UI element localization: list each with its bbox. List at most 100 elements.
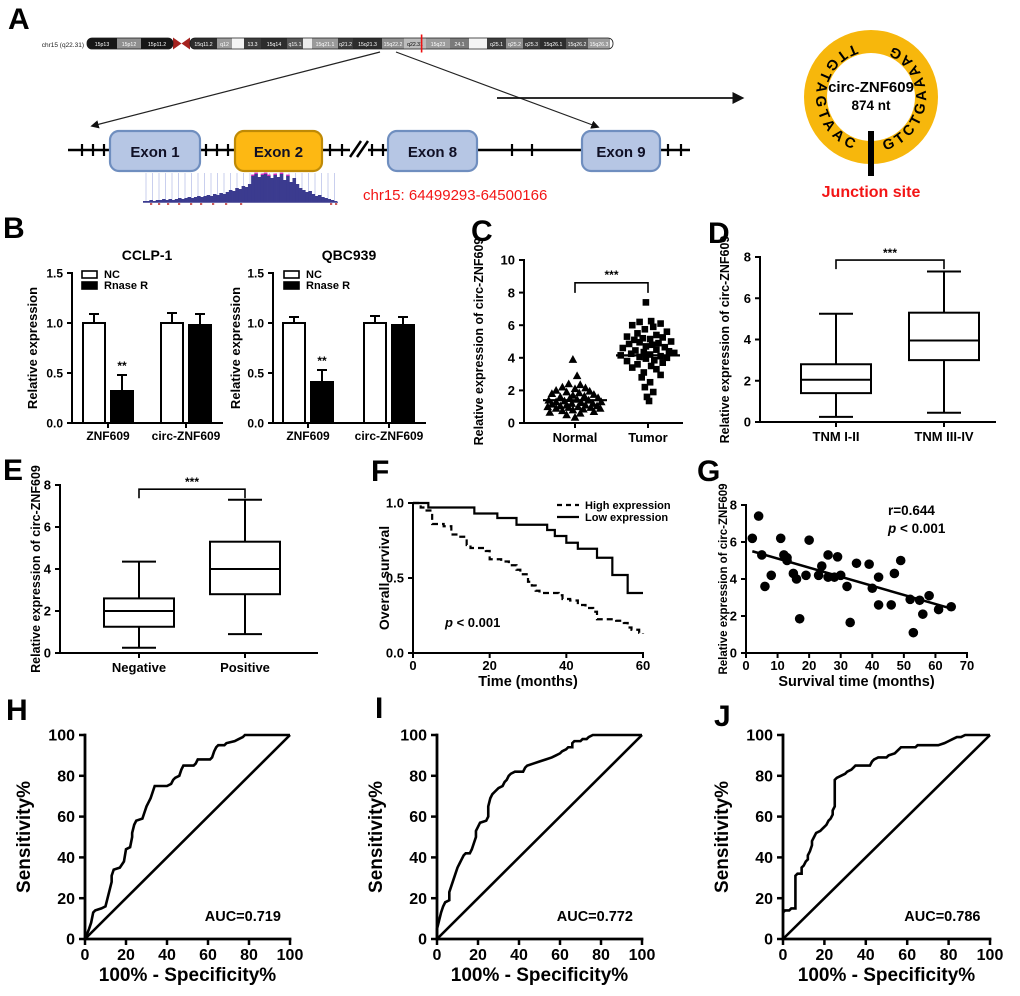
svg-text:q15.1: q15.1 [289, 42, 302, 48]
svg-text:chr15 (q22.31): chr15 (q22.31) [42, 42, 84, 49]
svg-text:AUC=0.719: AUC=0.719 [205, 909, 281, 925]
svg-text:Low expression: Low expression [585, 512, 668, 524]
svg-text:p < 0.001: p < 0.001 [887, 521, 946, 536]
svg-text:0: 0 [744, 415, 751, 430]
svg-text:100: 100 [277, 947, 304, 964]
svg-text:0: 0 [433, 947, 442, 964]
svg-text:20: 20 [816, 947, 834, 964]
svg-text:0: 0 [779, 947, 788, 964]
svg-text:0.0: 0.0 [46, 416, 63, 430]
svg-text:40: 40 [510, 947, 528, 964]
svg-text:20: 20 [755, 891, 773, 908]
svg-text:Relative expression: Relative expression [228, 287, 243, 409]
chart-roc-auc-772: 0 20 40 60 80 100 0 20 40 60 80 100 Sensitivity% 100%… [366, 728, 655, 986]
panel-label-j: J [714, 700, 731, 733]
svg-text:ZNF609: ZNF609 [86, 429, 130, 443]
coverage-track: chr15: 64499293-64500166 [143, 172, 547, 205]
svg-text:100: 100 [629, 947, 656, 964]
svg-text:Exon 8: Exon 8 [408, 144, 457, 161]
svg-text:40: 40 [857, 947, 875, 964]
svg-text:4: 4 [744, 332, 752, 347]
svg-text:20: 20 [57, 891, 75, 908]
boxes: *** [103, 475, 281, 649]
svg-text:Overall survival: Overall survival [376, 526, 392, 630]
svg-text:q21.2: q21.2 [339, 42, 352, 48]
svg-text:100% - Specificity%: 100% - Specificity% [798, 965, 976, 986]
svg-text:60: 60 [636, 658, 650, 673]
svg-text:60: 60 [551, 947, 569, 964]
svg-text:100% - Specificity%: 100% - Specificity% [451, 965, 629, 986]
curves: p < 0.001 [413, 501, 645, 634]
svg-text:CCLP-1: CCLP-1 [122, 247, 173, 263]
svg-text:1.0: 1.0 [46, 316, 63, 330]
svg-text:Relative expression of circ-ZN: Relative expression of circ-ZNF609 [29, 465, 43, 673]
axes: 0 2 4 6 8 10 Relative expression of circ-ZNF60… [472, 238, 683, 446]
svg-text:15q21.3: 15q21.3 [358, 42, 377, 48]
svg-text:100: 100 [400, 728, 427, 745]
svg-text:AUC=0.786: AUC=0.786 [904, 909, 980, 925]
svg-text:**: ** [117, 359, 127, 373]
svg-text:15q26.2: 15q26.2 [568, 42, 587, 48]
svg-text:80: 80 [57, 768, 75, 785]
axes: 0 20 40 60 80 100 0 20 40 60 80 100 Sensitivity% 100%… [366, 728, 655, 986]
svg-text:6: 6 [730, 535, 737, 550]
svg-text:circ-ZNF609: circ-ZNF609 [828, 79, 914, 96]
svg-text:874 nt: 874 nt [851, 98, 891, 113]
svg-text:0: 0 [418, 932, 427, 949]
svg-text:2: 2 [730, 609, 737, 624]
points: r=0.644 p < 0.001 [747, 503, 957, 638]
svg-text:1.0: 1.0 [386, 496, 404, 511]
svg-text:TNM III-IV: TNM III-IV [914, 429, 974, 444]
svg-text:1.5: 1.5 [46, 266, 63, 280]
panel-label-i: I [375, 692, 384, 725]
svg-text:8: 8 [44, 478, 51, 493]
svg-text:15p12: 15p12 [122, 42, 137, 48]
svg-text:circ-ZNF609: circ-ZNF609 [152, 429, 221, 443]
svg-text:***: *** [883, 246, 897, 260]
svg-text:ZNF609: ZNF609 [286, 429, 330, 443]
svg-text:1.5: 1.5 [247, 266, 264, 280]
svg-text:15q26.1: 15q26.1 [544, 42, 563, 48]
svg-text:60: 60 [755, 809, 773, 826]
panel-label-g: G [697, 455, 721, 488]
svg-text:15p11.2: 15p11.2 [148, 42, 166, 48]
svg-text:100: 100 [746, 728, 773, 745]
panel-label-a: A [8, 3, 30, 36]
zoom-lines [90, 51, 600, 129]
svg-text:Relative expression of circ-ZN: Relative expression of circ-ZNF609 [718, 236, 732, 444]
panel-label-b: B [3, 212, 25, 245]
svg-text:p < 0.001: p < 0.001 [444, 615, 500, 630]
svg-text:TNM I-II: TNM I-II [813, 429, 860, 444]
svg-text:40: 40 [409, 850, 427, 867]
svg-text:Exon 9: Exon 9 [596, 144, 645, 161]
panel-label-f: F [371, 455, 390, 488]
svg-text:10: 10 [770, 658, 784, 673]
bars: ** [282, 315, 415, 424]
svg-text:15q11.2: 15q11.2 [194, 42, 212, 48]
svg-text:80: 80 [940, 947, 958, 964]
svg-text:20: 20 [469, 947, 487, 964]
svg-text:q25.3: q25.3 [525, 42, 538, 48]
svg-text:60: 60 [409, 809, 427, 826]
svg-text:0: 0 [730, 646, 737, 661]
svg-text:2: 2 [508, 383, 515, 398]
svg-text:***: *** [185, 475, 199, 489]
svg-text:Normal: Normal [553, 430, 598, 445]
chart-tnm-boxplot: 0 2 4 6 8 Relative expression of circ-ZNF609 T… [718, 236, 996, 444]
svg-text:Relative expression of circ-ZN: Relative expression of circ-ZNF609 [472, 238, 486, 446]
panel-a-gene-diagram: chr15 (q22.31) 15p13 15p12 15p11.2 15q11.2 q1… [42, 30, 938, 205]
svg-text:30: 30 [833, 658, 847, 673]
svg-text:0: 0 [81, 947, 90, 964]
svg-text:0: 0 [764, 932, 773, 949]
svg-text:AUC=0.772: AUC=0.772 [557, 909, 633, 925]
axes: 0 20 40 60 80 100 0 20 40 60 80 100 Sensitivity% 100%… [712, 728, 1003, 986]
svg-text:0: 0 [66, 932, 75, 949]
svg-text:Exon 1: Exon 1 [130, 144, 179, 161]
svg-text:0: 0 [409, 658, 416, 673]
svg-text:100: 100 [977, 947, 1004, 964]
